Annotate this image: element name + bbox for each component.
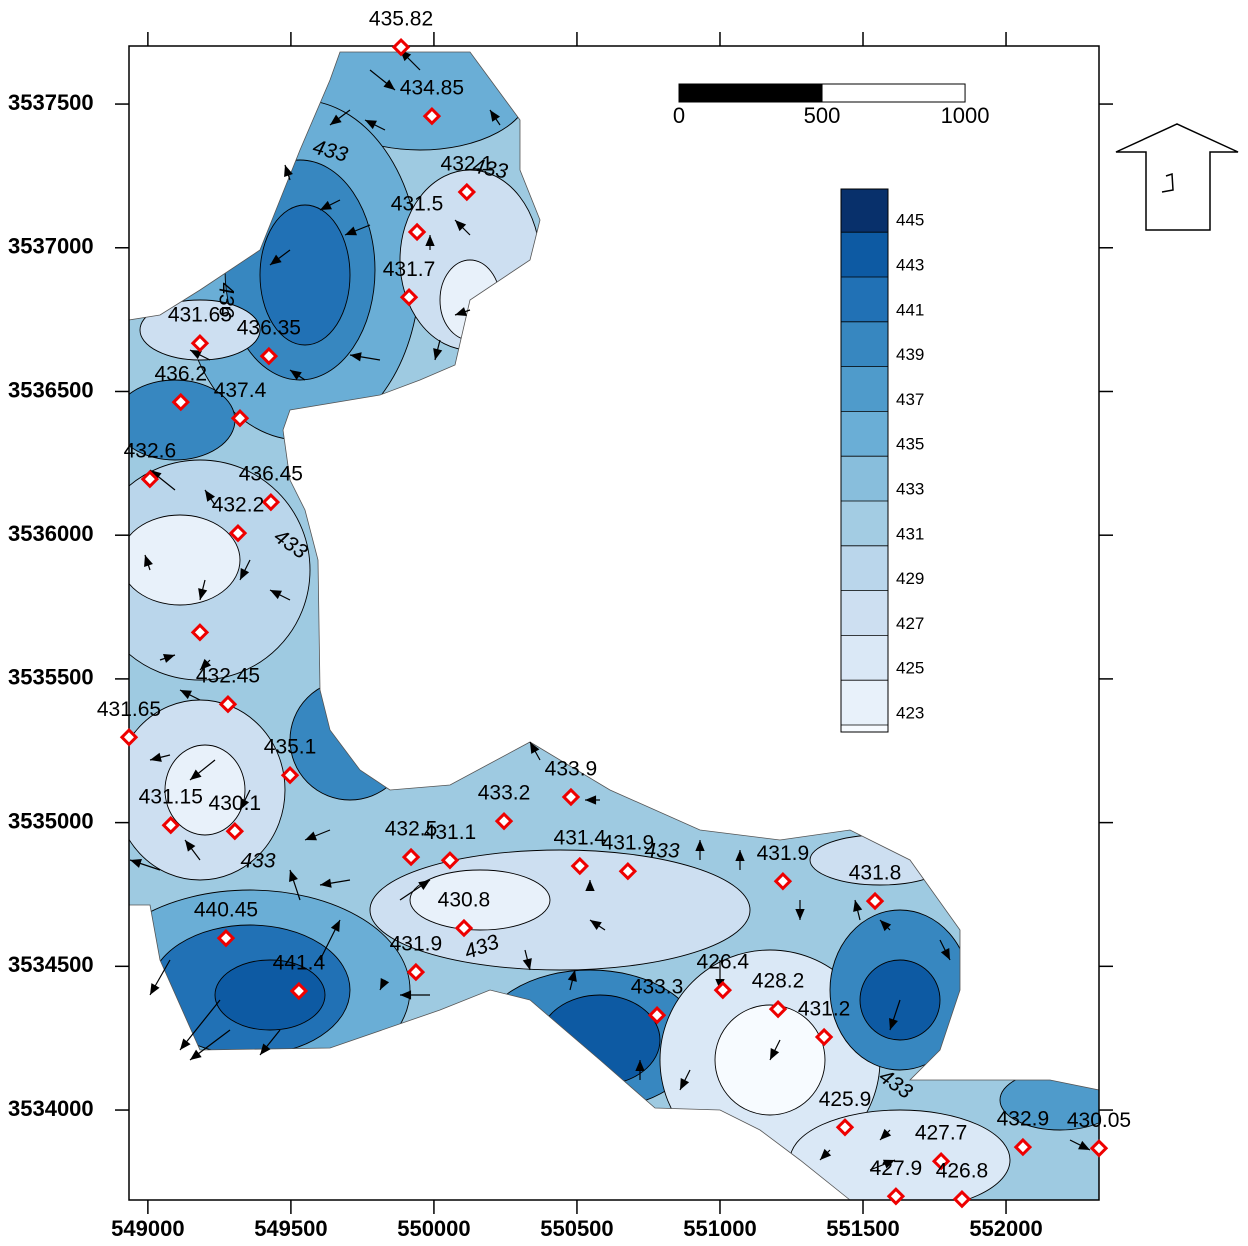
well-label: 431.7 [383,258,436,281]
well-label: 427.9 [870,1157,923,1180]
well-label: 435.82 [369,8,433,31]
colorbar-label: 439 [896,345,924,364]
colorbar-band [841,411,888,456]
colorbar-band [841,546,888,591]
well-label: 431.15 [139,786,203,809]
well-label: 428.2 [752,970,805,993]
well-label: 430.8 [438,889,491,912]
colorbar-label: 437 [896,390,924,409]
well-label: 433.9 [545,758,598,781]
scale-label: 500 [804,103,841,128]
well-label: 436.35 [237,317,301,340]
x-tick-label: 550000 [397,1216,470,1241]
well-label: 441.4 [273,952,326,975]
well-label: 432.1 [441,153,494,176]
contour-label: 433 [240,850,275,873]
well-label: 432.2 [212,494,265,517]
well-label: 431.9 [390,933,443,956]
well-label: 426.8 [936,1160,989,1183]
colorbar-label: 443 [896,255,924,274]
scale-label: 0 [673,103,685,128]
colorbar-label: 441 [896,300,924,319]
colorbar-band [841,635,888,680]
colorbar-label: 427 [896,614,924,633]
well-label: 431.8 [849,862,902,885]
well-label: 431.9 [757,842,810,865]
y-tick-label: 3537500 [8,90,94,115]
well-label: 431.65 [168,304,232,327]
well-label: 431.2 [798,998,851,1021]
flow-arrow-head [180,1038,191,1050]
colorbar-band [841,189,888,232]
colorbar-label: 435 [896,435,924,454]
y-tick-label: 3535500 [8,665,94,690]
colorbar-label: 423 [896,703,924,722]
well-label: 433.3 [631,976,684,999]
well-label: 430.05 [1067,1109,1131,1132]
scale-label: 1000 [941,103,990,128]
well-label: 425.9 [819,1088,872,1111]
y-tick-label: 3536500 [8,377,94,402]
colorbar-label: 433 [896,479,924,498]
y-tick-label: 3536000 [8,521,94,546]
colorbar-band [841,725,888,732]
well-label: 431.4 [554,827,607,850]
well-label: 431.1 [424,821,477,844]
well-label: 432.45 [196,665,260,688]
x-tick-label: 552000 [969,1216,1042,1241]
well-label: 431.5 [391,193,444,216]
colorbar-band [841,501,888,546]
well-label: 436.45 [239,463,303,486]
page: {"map": { "x_axis": {"lim": [548934, 552… [0,0,1248,1246]
x-tick-label: 550500 [540,1216,613,1241]
well-label: 431.9 [602,832,655,855]
well-label: 436.2 [154,363,207,386]
contour-fill [90,30,1120,1210]
colorbar-band [841,322,888,367]
flow-arrow-head [150,983,160,995]
x-tick-label: 551000 [683,1216,756,1241]
colorbar-band [841,456,888,501]
colorbar-band [841,277,888,322]
y-tick-label: 3534500 [8,952,94,977]
north-arrow [1116,124,1238,230]
well-label: 430.1 [209,792,262,815]
x-tick-label: 549500 [254,1216,327,1241]
colorbar-band [841,680,888,725]
colorbar-label: 425 [896,659,924,678]
well-label: 432.6 [124,440,177,463]
y-tick-label: 3537000 [8,234,94,259]
flow-arrow-head [190,1050,202,1060]
x-tick-label: 549000 [111,1216,184,1241]
colorbar-label: 445 [896,211,924,230]
colorbar-label: 429 [896,569,924,588]
colorbar-band [841,591,888,636]
well-label: 434.85 [400,77,464,100]
y-tick-label: 3535000 [8,808,94,833]
well-label: 440.45 [194,899,258,922]
colorbar-band [841,232,888,277]
colorbar-label: 431 [896,524,924,543]
well-label: 437.4 [214,379,267,402]
x-tick-label: 551500 [826,1216,899,1241]
well-label: 433.2 [478,782,531,805]
scale-segment [679,84,822,102]
colorbar-band [841,367,888,412]
well-label: 435.1 [264,736,317,759]
well-label: 431.65 [97,698,161,721]
map: 4334334334334334334334365490005495005500… [0,0,1248,1246]
y-tick-label: 3534000 [8,1096,94,1121]
scale-segment [822,84,965,102]
well-label: 427.7 [915,1122,968,1145]
well-label: 426.4 [697,951,750,974]
well-label: 432.9 [997,1108,1050,1131]
